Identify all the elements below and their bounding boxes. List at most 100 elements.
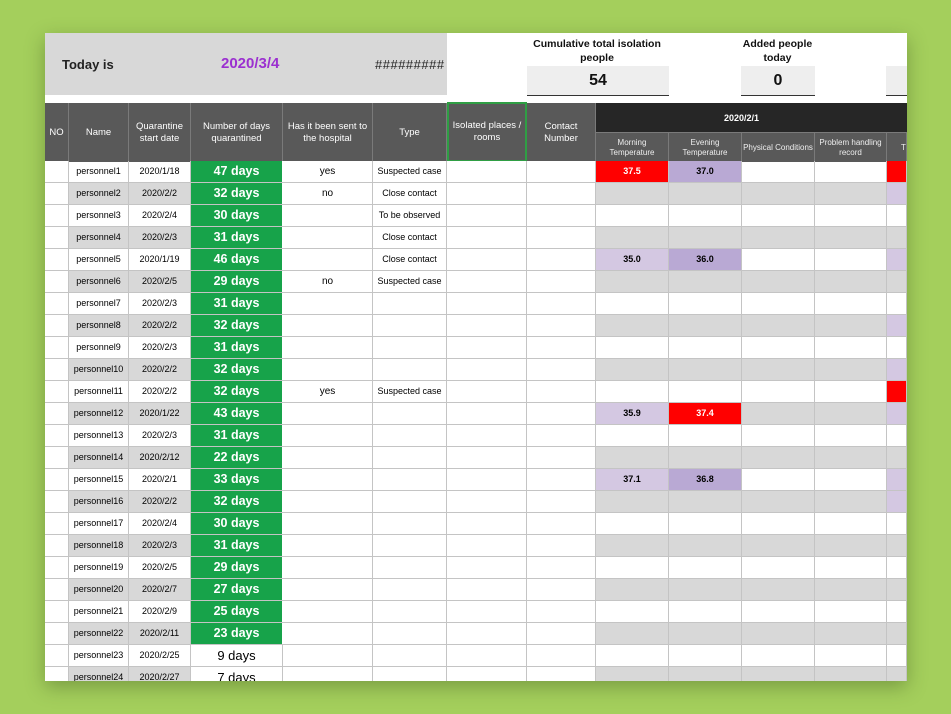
days-quarantined-cell[interactable]: 32 days: [191, 183, 283, 204]
days-quarantined-cell[interactable]: 7 days: [191, 667, 283, 681]
physical-conditions-cell[interactable]: [742, 403, 815, 424]
start-date-cell[interactable]: 2020/2/7: [129, 579, 191, 600]
days-quarantined-cell[interactable]: 32 days: [191, 491, 283, 512]
physical-conditions-cell[interactable]: [742, 205, 815, 226]
start-date-cell[interactable]: 2020/2/3: [129, 227, 191, 248]
start-date-cell[interactable]: 2020/2/3: [129, 337, 191, 358]
contact-number-cell[interactable]: [527, 337, 596, 358]
days-quarantined-cell[interactable]: 31 days: [191, 425, 283, 446]
contact-number-cell[interactable]: [527, 227, 596, 248]
start-date-cell[interactable]: 2020/2/27: [129, 667, 191, 681]
start-date-cell[interactable]: 2020/2/5: [129, 271, 191, 292]
contact-number-cell[interactable]: [527, 623, 596, 644]
type-cell[interactable]: [373, 447, 447, 468]
evening-temp-cell[interactable]: [669, 557, 742, 578]
physical-conditions-cell[interactable]: [742, 249, 815, 270]
type-cell[interactable]: [373, 315, 447, 336]
morning-temp-cell[interactable]: [596, 491, 669, 512]
start-date-cell[interactable]: 2020/2/9: [129, 601, 191, 622]
problem-record-cell[interactable]: [815, 403, 887, 424]
no-cell[interactable]: [45, 337, 69, 358]
name-cell[interactable]: personnel11: [69, 381, 129, 402]
no-cell[interactable]: [45, 403, 69, 424]
name-cell[interactable]: personnel21: [69, 601, 129, 622]
isolated-place-cell[interactable]: [447, 161, 527, 182]
no-cell[interactable]: [45, 579, 69, 600]
hospital-cell[interactable]: [283, 645, 373, 666]
physical-conditions-cell[interactable]: [742, 557, 815, 578]
isolated-place-cell[interactable]: [447, 601, 527, 622]
physical-conditions-cell[interactable]: [742, 183, 815, 204]
no-cell[interactable]: [45, 491, 69, 512]
name-cell[interactable]: personnel15: [69, 469, 129, 490]
hospital-cell[interactable]: [283, 579, 373, 600]
morning-temp-cell[interactable]: [596, 667, 669, 681]
evening-temp-cell[interactable]: [669, 271, 742, 292]
type-cell[interactable]: [373, 535, 447, 556]
problem-record-cell[interactable]: [815, 161, 887, 182]
isolated-place-cell[interactable]: [447, 205, 527, 226]
type-cell[interactable]: [373, 491, 447, 512]
isolated-place-cell[interactable]: [447, 381, 527, 402]
contact-number-cell[interactable]: [527, 535, 596, 556]
isolated-place-cell[interactable]: [447, 491, 527, 512]
physical-conditions-cell[interactable]: [742, 425, 815, 446]
cumulative-value[interactable]: 54: [527, 66, 669, 96]
no-cell[interactable]: [45, 183, 69, 204]
type-cell[interactable]: [373, 359, 447, 380]
hospital-cell[interactable]: [283, 205, 373, 226]
name-cell[interactable]: personnel12: [69, 403, 129, 424]
type-cell[interactable]: [373, 469, 447, 490]
days-quarantined-cell[interactable]: 32 days: [191, 315, 283, 336]
name-cell[interactable]: personnel2: [69, 183, 129, 204]
morning-temp-cell[interactable]: [596, 447, 669, 468]
hospital-cell[interactable]: [283, 337, 373, 358]
type-cell[interactable]: Close contact: [373, 183, 447, 204]
type-cell[interactable]: [373, 337, 447, 358]
name-cell[interactable]: personnel7: [69, 293, 129, 314]
days-quarantined-cell[interactable]: 25 days: [191, 601, 283, 622]
name-cell[interactable]: personnel23: [69, 645, 129, 666]
days-quarantined-cell[interactable]: 29 days: [191, 271, 283, 292]
start-date-cell[interactable]: 2020/2/1: [129, 469, 191, 490]
problem-record-cell[interactable]: [815, 183, 887, 204]
no-cell[interactable]: [45, 161, 69, 182]
morning-temp-cell[interactable]: [596, 359, 669, 380]
name-cell[interactable]: personnel6: [69, 271, 129, 292]
header-evening-temp[interactable]: Evening Temperature: [669, 132, 742, 162]
no-cell[interactable]: [45, 381, 69, 402]
morning-temp-cell[interactable]: 37.5: [596, 161, 669, 182]
start-date-cell[interactable]: 2020/2/3: [129, 293, 191, 314]
days-quarantined-cell[interactable]: 31 days: [191, 535, 283, 556]
no-cell[interactable]: [45, 601, 69, 622]
name-cell[interactable]: personnel10: [69, 359, 129, 380]
header-date-group[interactable]: 2020/2/1: [596, 103, 887, 132]
hospital-cell[interactable]: [283, 535, 373, 556]
evening-temp-cell[interactable]: [669, 359, 742, 380]
physical-conditions-cell[interactable]: [742, 337, 815, 358]
physical-conditions-cell[interactable]: [742, 227, 815, 248]
days-quarantined-cell[interactable]: 31 days: [191, 337, 283, 358]
no-cell[interactable]: [45, 227, 69, 248]
contact-number-cell[interactable]: [527, 557, 596, 578]
evening-temp-cell[interactable]: [669, 337, 742, 358]
contact-number-cell[interactable]: [527, 359, 596, 380]
hospital-cell[interactable]: [283, 249, 373, 270]
hospital-cell[interactable]: [283, 425, 373, 446]
contact-number-cell[interactable]: [527, 513, 596, 534]
problem-record-cell[interactable]: [815, 601, 887, 622]
name-cell[interactable]: personnel13: [69, 425, 129, 446]
header-isolated-places[interactable]: Isolated places / rooms: [447, 102, 527, 162]
name-cell[interactable]: personnel16: [69, 491, 129, 512]
morning-temp-cell[interactable]: [596, 601, 669, 622]
name-cell[interactable]: personnel19: [69, 557, 129, 578]
evening-temp-cell[interactable]: [669, 667, 742, 681]
evening-temp-cell[interactable]: [669, 535, 742, 556]
days-quarantined-cell[interactable]: 30 days: [191, 205, 283, 226]
start-date-cell[interactable]: 2020/2/25: [129, 645, 191, 666]
days-quarantined-cell[interactable]: 31 days: [191, 227, 283, 248]
name-cell[interactable]: personnel4: [69, 227, 129, 248]
type-cell[interactable]: [373, 623, 447, 644]
problem-record-cell[interactable]: [815, 623, 887, 644]
morning-temp-cell[interactable]: [596, 315, 669, 336]
